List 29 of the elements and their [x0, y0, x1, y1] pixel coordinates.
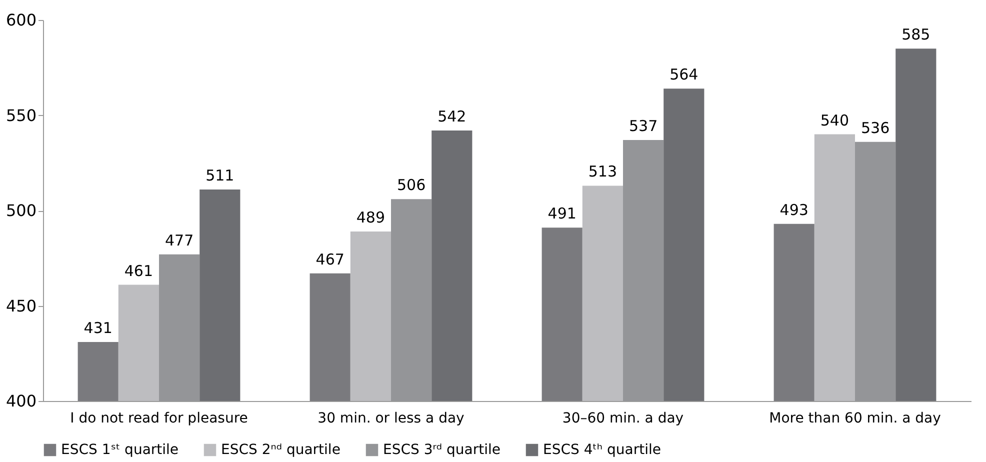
legend-label: ESCS 3ʳᵈ quartile	[383, 442, 500, 458]
legend-label: ESCS 4ᵗʰ quartile	[543, 442, 661, 458]
legend-label: ESCS 1ˢᵗ quartile	[61, 442, 179, 458]
y-tick-label: 450	[6, 296, 36, 316]
data-label: 536	[860, 118, 890, 137]
data-label: 431	[84, 318, 112, 337]
y-tick-label: 600	[6, 10, 36, 30]
data-label: 467	[316, 250, 344, 268]
data-label: 511	[206, 166, 234, 185]
data-label: 493	[780, 200, 808, 219]
legend-label: ESCS 2ⁿᵈ quartile	[221, 442, 340, 458]
data-label: 564	[670, 66, 698, 84]
data-label: 461	[124, 262, 154, 280]
data-label: 477	[164, 231, 194, 250]
y-tick-label: 500	[6, 201, 36, 220]
x-tick-label: I do not read for pleasure	[70, 410, 248, 426]
data-label: 513	[588, 162, 618, 181]
data-label: 542	[438, 107, 466, 126]
x-tick-label: 30 min. or less a day	[318, 410, 464, 426]
data-label: 540	[820, 111, 850, 130]
x-tick-label: More than 60 min. a day	[769, 410, 941, 426]
x-tick-label: 30–60 min. a day	[562, 410, 684, 426]
data-label: 489	[356, 208, 386, 226]
data-label: 506	[396, 176, 426, 194]
data-label: 537	[628, 117, 658, 136]
data-label: 585	[902, 26, 930, 44]
data-label: 491	[548, 204, 576, 223]
y-tick-label: 550	[6, 106, 36, 125]
y-tick-label: 400	[6, 392, 36, 410]
